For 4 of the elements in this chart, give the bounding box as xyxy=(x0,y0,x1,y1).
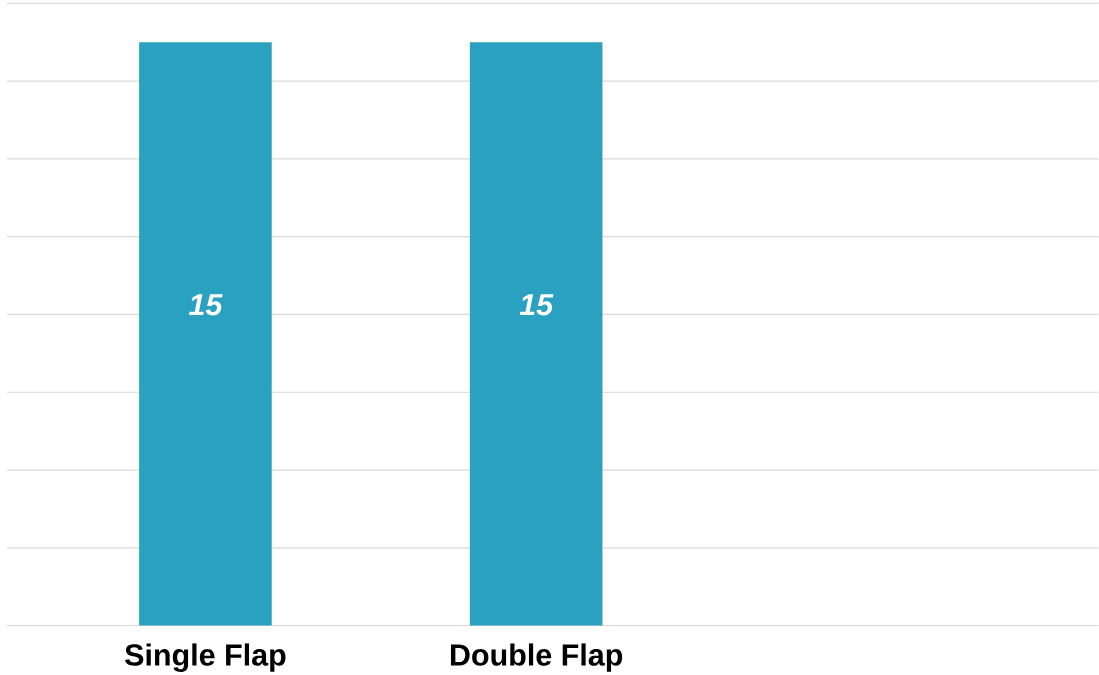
x-tick-label: Single Flap xyxy=(124,643,286,672)
data-label: 15 xyxy=(188,293,223,316)
x-tick-label: Double Flap xyxy=(450,643,623,672)
data-label: 15 xyxy=(519,293,554,316)
